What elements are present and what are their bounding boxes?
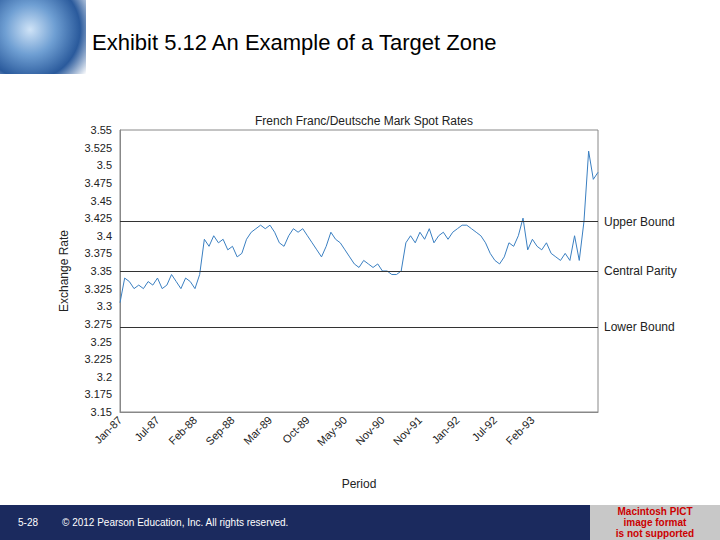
svg-text:3.275: 3.275 [84, 318, 112, 330]
svg-text:3.45: 3.45 [91, 195, 112, 207]
svg-text:Mar-89: Mar-89 [241, 414, 274, 447]
svg-text:Sep-88: Sep-88 [203, 414, 237, 448]
svg-text:French Franc/Deutsche Mark Spo: French Franc/Deutsche Mark Spot Rates [255, 114, 473, 128]
svg-text:May-90: May-90 [315, 414, 349, 448]
svg-text:3.475: 3.475 [84, 177, 112, 189]
svg-text:Exchange Rate: Exchange Rate [57, 230, 71, 312]
svg-text:3.55: 3.55 [91, 124, 112, 136]
svg-text:Upper Bound: Upper Bound [604, 215, 675, 229]
svg-text:Lower Bound: Lower Bound [604, 320, 675, 334]
svg-text:3.325: 3.325 [84, 283, 112, 295]
svg-text:Jan-92: Jan-92 [429, 414, 461, 446]
svg-text:Jul-92: Jul-92 [470, 414, 500, 444]
svg-text:Jan-87: Jan-87 [92, 414, 124, 446]
svg-text:3.2: 3.2 [97, 371, 112, 383]
svg-text:Central Parity: Central Parity [604, 264, 677, 278]
html-text:5-28: 5-28 [18, 517, 38, 528]
svg-text:3.25: 3.25 [91, 336, 112, 348]
svg-text:3.425: 3.425 [84, 212, 112, 224]
html-text:© 2012 Pearson Education, Inc.: © 2012 Pearson Education, Inc. All right… [62, 517, 289, 528]
svg-text:3.3: 3.3 [97, 300, 112, 312]
svg-text:Nov-91: Nov-91 [391, 414, 425, 448]
svg-text:3.525: 3.525 [84, 142, 112, 154]
svg-text:Jul-87: Jul-87 [132, 414, 162, 444]
svg-text:3.175: 3.175 [84, 388, 112, 400]
svg-text:Nov-90: Nov-90 [353, 414, 387, 448]
svg-text:3.5: 3.5 [97, 159, 112, 171]
svg-text:Feb-93: Feb-93 [504, 414, 537, 447]
svg-text:Oct-89: Oct-89 [280, 414, 312, 446]
svg-text:3.225: 3.225 [84, 353, 112, 365]
svg-text:3.375: 3.375 [84, 247, 112, 259]
html-text:Exhibit 5.12 An Example of a T: Exhibit 5.12 An Example of a Target Zone [92, 30, 497, 55]
html-text:Macintosh PICT: Macintosh PICT [617, 506, 693, 517]
html-text:image format: image format [623, 517, 687, 528]
svg-text:3.4: 3.4 [97, 230, 112, 242]
html-text:is not supported: is not supported [615, 528, 695, 539]
svg-text:3.15: 3.15 [91, 406, 112, 418]
svg-text:3.35: 3.35 [91, 265, 112, 277]
svg-text:Period: Period [342, 477, 377, 491]
svg-text:Feb-88: Feb-88 [166, 414, 199, 447]
